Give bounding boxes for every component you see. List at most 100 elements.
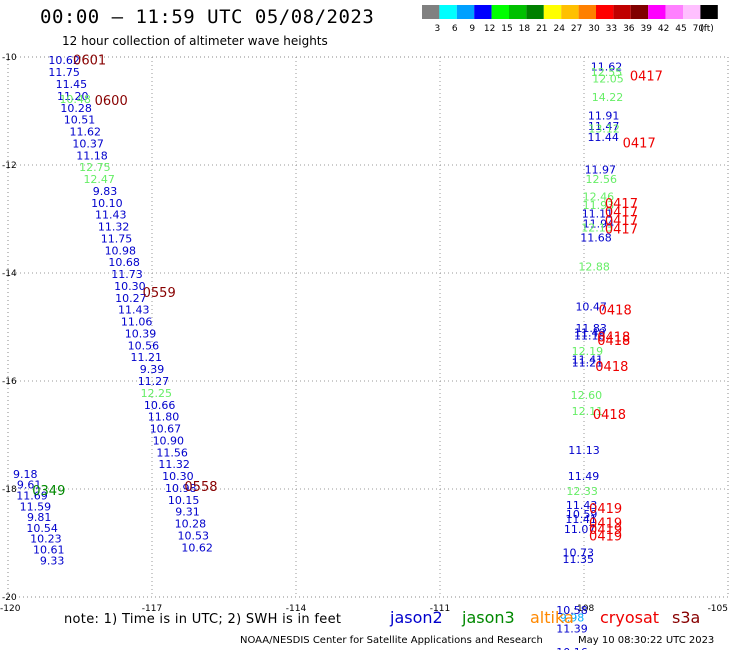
legend-label: 3 [435, 24, 441, 34]
wave-height-point: 12.55 [591, 66, 623, 79]
wave-height-point: 12.19 [572, 345, 604, 358]
legend-label: 39 [640, 24, 652, 34]
pass-time-label: 0419 [589, 502, 622, 517]
wave-height-point: 11.06 [121, 316, 153, 329]
wave-height-point: 9.18 [13, 468, 38, 481]
satellite-jason2-label: jason2 [390, 608, 443, 627]
wave-height-point: 10.67 [150, 423, 182, 436]
wave-height-point: 11.75 [48, 66, 80, 79]
pass-time-label: 0417 [630, 69, 663, 84]
generated-timestamp: May 10 08:30:22 UTC 2023 [578, 635, 715, 646]
wave-height-point: 11.07 [564, 523, 596, 536]
wave-height-point: 10.62 [48, 54, 80, 67]
wave-height-point: 14.22 [592, 91, 624, 104]
legend-label: 45 [675, 24, 686, 34]
wave-height-point: 11.75 [101, 232, 133, 245]
wave-height-point: 10.98 [105, 244, 137, 257]
wave-height-point: 11.94 [583, 217, 615, 230]
pass-time-label: 0419 [589, 523, 622, 538]
wave-height-point: 12.05 [592, 73, 624, 86]
legend-swatch [491, 5, 509, 19]
wave-height-point: 11.93 [583, 199, 615, 212]
x-tick-label: -111 [430, 604, 450, 614]
wave-height-point: 10.23 [30, 533, 62, 546]
legend-swatch [613, 5, 631, 19]
legend-swatch [630, 5, 649, 19]
page-title: 00:00 — 11:59 UTC 05/08/2023 [40, 6, 375, 28]
time-labels: 0601060005590558034904170417041704170417… [32, 54, 663, 545]
wave-height-point: 11.80 [148, 411, 180, 424]
wave-height-point: 10.28 [60, 102, 92, 115]
wave-height-point: 10.37 [72, 137, 104, 150]
legend-label: 12 [484, 24, 495, 34]
wave-height-point: 11.59 [20, 500, 52, 513]
wave-height-point: 10.62 [181, 541, 213, 554]
wave-height-point: 11.83 [575, 322, 607, 335]
wave-height-point: 11.62 [591, 61, 623, 74]
wave-height-point: 10.98 [165, 482, 197, 495]
pass-time-label: 0417 [605, 197, 638, 212]
wave-height-point: 10.53 [178, 529, 210, 542]
satellite-cryosat-label: cryosat [600, 608, 660, 627]
pass-time-label: 0600 [95, 94, 128, 109]
wave-height-point: 12.56 [586, 173, 618, 186]
wave-height-point: 12.47 [83, 173, 115, 186]
wave-height-point: 9.81 [27, 511, 52, 524]
y-tick-label: -18 [2, 485, 17, 495]
legend-label: 27 [571, 24, 582, 34]
wave-height-point: 10.16 [556, 646, 588, 650]
legend-swatch [596, 5, 614, 19]
wave-height-point: 11.43 [118, 304, 150, 317]
pass-time-label: 0601 [73, 54, 106, 69]
wave-height-point: 13.12 [588, 122, 620, 135]
plot-frame [7, 56, 729, 598]
pass-time-label: 0418 [597, 331, 630, 346]
y-tick-label: -10 [2, 53, 17, 63]
pass-time-label: 0419 [589, 529, 622, 544]
legend-label: 24 [553, 24, 565, 34]
wave-height-point: 11.11 [582, 208, 614, 221]
wave-height-point: 11.91 [588, 109, 620, 122]
wave-height-point: 10.28 [175, 518, 207, 531]
wave-height-point: 10.68 [108, 256, 140, 269]
legend-swatch [456, 5, 475, 19]
legend-swatch [665, 5, 683, 19]
wave-height-point: 12.33 [566, 485, 598, 498]
legend-label: 21 [536, 24, 547, 34]
wave-height-point: 11.20 [57, 90, 89, 103]
legend-label: 36 [623, 24, 635, 34]
wave-height-point: 10.90 [153, 434, 185, 447]
x-tick-label: -117 [142, 604, 162, 614]
wave-height-point: 10.27 [115, 292, 147, 305]
wave-height-point: 10.30 [162, 470, 194, 483]
wave-height-point: 11.43 [566, 499, 598, 512]
pass-time-label: 0419 [589, 516, 622, 531]
legend-swatch [578, 5, 596, 19]
wave-height-point: 11.47 [588, 120, 620, 133]
wave-height-point: 11.56 [156, 446, 188, 459]
x-tick-label: -114 [286, 604, 307, 614]
pass-time-label: 0417 [605, 214, 638, 229]
wave-height-point: 11.21 [130, 351, 162, 364]
y-tick-label: -12 [2, 161, 17, 171]
color-legend: 3 6 9 12 15 18 21 24 27 30 33 36 39 42 45 70(ft) [422, 5, 718, 34]
legend-unit: (ft) [700, 24, 714, 34]
credit-text: NOAA/NESDIS Center for Satellite Applica… [240, 635, 543, 646]
wave-height-point: 11.69 [16, 489, 48, 502]
wave-height-point: 9.39 [140, 363, 165, 376]
wave-height-point: 11.62 [70, 126, 102, 139]
wave-height-point: 9.98 [560, 612, 585, 625]
wave-height-point: 10.58 [556, 604, 588, 617]
wave-height-point: 10.15 [168, 494, 200, 507]
pass-time-label: 0558 [184, 480, 217, 495]
page-subtitle: 12 hour collection of altimeter wave hei… [62, 34, 328, 48]
wave-height-point: 10.54 [26, 522, 58, 535]
wave-height-point: 9.61 [17, 479, 42, 492]
legend-label: 15 [501, 24, 512, 34]
wave-height-point: 10.66 [144, 399, 176, 412]
satellite-jason3-label: jason3 [462, 608, 515, 627]
wave-height-point: 11.32 [158, 458, 190, 471]
wave-height-point: 11.49 [574, 326, 606, 339]
